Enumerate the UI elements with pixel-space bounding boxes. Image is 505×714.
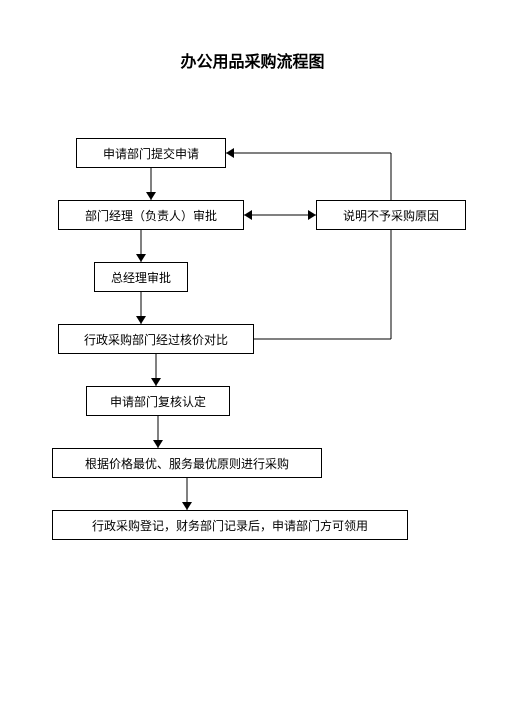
node-submit-application: 申请部门提交申请 [76, 138, 226, 168]
node-purchase: 根据价格最优、服务最优原则进行采购 [52, 448, 322, 478]
node-gm-approval: 总经理审批 [94, 262, 188, 292]
node-price-compare: 行政采购部门经过核价对比 [58, 324, 254, 354]
page-title: 办公用品采购流程图 [0, 48, 505, 72]
node-label: 总经理审批 [111, 269, 171, 286]
node-label: 行政采购登记，财务部门记录后，申请部门方可领用 [92, 517, 368, 534]
node-label: 行政采购部门经过核价对比 [84, 331, 228, 348]
node-reject-reason: 说明不予采购原因 [316, 200, 466, 230]
node-label: 部门经理（负责人）审批 [85, 207, 217, 224]
node-label: 申请部门提交申请 [103, 145, 199, 162]
node-register-collect: 行政采购登记，财务部门记录后，申请部门方可领用 [52, 510, 408, 540]
node-label: 根据价格最优、服务最优原则进行采购 [85, 455, 289, 472]
node-label: 申请部门复核认定 [110, 393, 206, 410]
node-label: 说明不予采购原因 [343, 207, 439, 224]
node-recheck-confirm: 申请部门复核认定 [86, 386, 230, 416]
node-manager-approval: 部门经理（负责人）审批 [58, 200, 244, 230]
flowchart-connectors [0, 0, 505, 714]
